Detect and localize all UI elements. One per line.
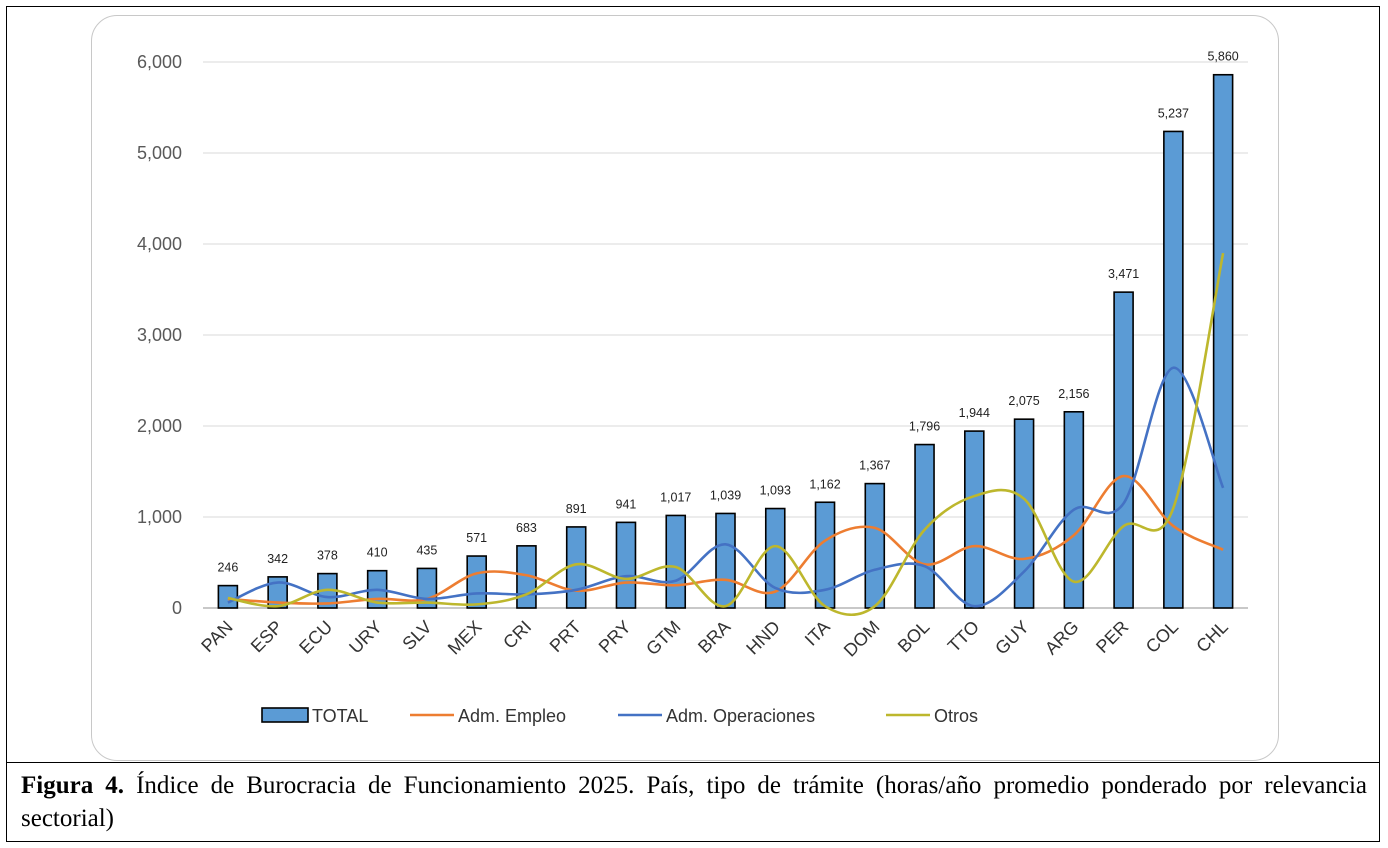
bar-data-label: 342 (267, 552, 288, 566)
bar-data-label: 683 (516, 521, 537, 535)
bar-data-label: 246 (217, 561, 238, 575)
bar-total (964, 430, 985, 609)
bar-data-label: 410 (367, 546, 388, 560)
figure-frame: Figura 4. Índice de Burocracia de Funcio… (6, 6, 1380, 842)
x-category-label: GTM (642, 617, 684, 659)
bar-data-label: 1,017 (660, 490, 691, 504)
x-category-label: DOM (840, 617, 884, 661)
bar-data-label: 941 (616, 497, 637, 511)
x-category-label: ITA (801, 617, 834, 650)
y-tick-label: 2,000 (137, 416, 182, 436)
x-category-label: URY (345, 617, 386, 658)
caption-text: Índice de Burocracia de Funcionamiento 2… (21, 772, 1368, 832)
bar-total (466, 555, 487, 609)
bar-total (864, 482, 886, 609)
x-category-label: PRY (595, 617, 635, 657)
line-adm-empleo (227, 474, 1224, 605)
x-category-label: GUY (991, 617, 1033, 659)
bar-data-label: 1,944 (959, 406, 990, 420)
bar-data-label: 378 (317, 549, 338, 563)
line-adm-operaciones (227, 366, 1225, 608)
y-tick-label: 0 (172, 598, 182, 618)
x-category-label: SLV (399, 617, 436, 654)
bar-total (1212, 73, 1234, 609)
bar-data-label: 1,162 (809, 477, 840, 491)
bar-data-label: 1,796 (909, 420, 940, 434)
bar-total (764, 507, 786, 609)
bar-data-label: 5,860 (1207, 50, 1238, 64)
x-category-label: HND (742, 617, 784, 659)
legend-swatch-total (261, 707, 309, 723)
y-tick-label: 3,000 (137, 325, 182, 345)
caption-divider (7, 762, 1379, 763)
x-category-label: PRT (546, 617, 585, 656)
y-tick-label: 5,000 (137, 143, 182, 163)
bar-total (615, 521, 637, 609)
x-category-label: PAN (197, 617, 236, 656)
y-tick-label: 1,000 (137, 507, 182, 527)
bar-total (217, 584, 239, 609)
figure-caption: Figura 4. Índice de Burocracia de Funcio… (21, 769, 1367, 835)
bar-total (665, 514, 687, 609)
x-category-label: TTO (944, 617, 983, 656)
x-category-label: ARG (1041, 617, 1083, 659)
bar-total (1113, 291, 1134, 609)
x-category-label: ECU (295, 617, 336, 658)
x-category-label: BOL (894, 617, 934, 657)
bar-total (267, 576, 288, 609)
bar-total (1163, 130, 1184, 609)
bar-data-label: 5,237 (1158, 106, 1189, 120)
x-category-label: CRI (499, 617, 535, 653)
x-category-label: ESP (247, 617, 287, 657)
bar-data-label: 1,039 (710, 488, 741, 502)
x-category-label: CHL (1192, 617, 1232, 657)
x-category-label: MEX (444, 617, 486, 659)
bar-data-label: 3,471 (1108, 267, 1139, 281)
legend-label: Otros (934, 706, 978, 726)
bar-data-label: 1,093 (760, 484, 791, 498)
line-otros (227, 252, 1225, 617)
chart-panel (91, 15, 1279, 761)
bar-data-label: 2,156 (1058, 387, 1089, 401)
bar-data-label: 571 (466, 531, 487, 545)
x-category-label: BRA (694, 617, 734, 657)
legend-label: Adm. Empleo (458, 706, 566, 726)
x-category-label: COL (1142, 617, 1182, 657)
bar-total (814, 501, 836, 609)
y-tick-label: 4,000 (137, 234, 182, 254)
y-tick-label: 6,000 (137, 52, 182, 72)
bar-data-label: 435 (416, 543, 437, 557)
legend-label: Adm. Operaciones (666, 706, 815, 726)
bar-total (914, 443, 935, 609)
x-category-label: PER (1092, 617, 1132, 657)
bar-data-label: 1,367 (859, 459, 890, 473)
caption-label: Figura 4. (21, 772, 125, 799)
bar-data-label: 2,075 (1008, 394, 1039, 408)
legend-label: TOTAL (312, 706, 368, 726)
bar-data-label: 891 (566, 502, 587, 516)
bar-total (715, 512, 736, 609)
